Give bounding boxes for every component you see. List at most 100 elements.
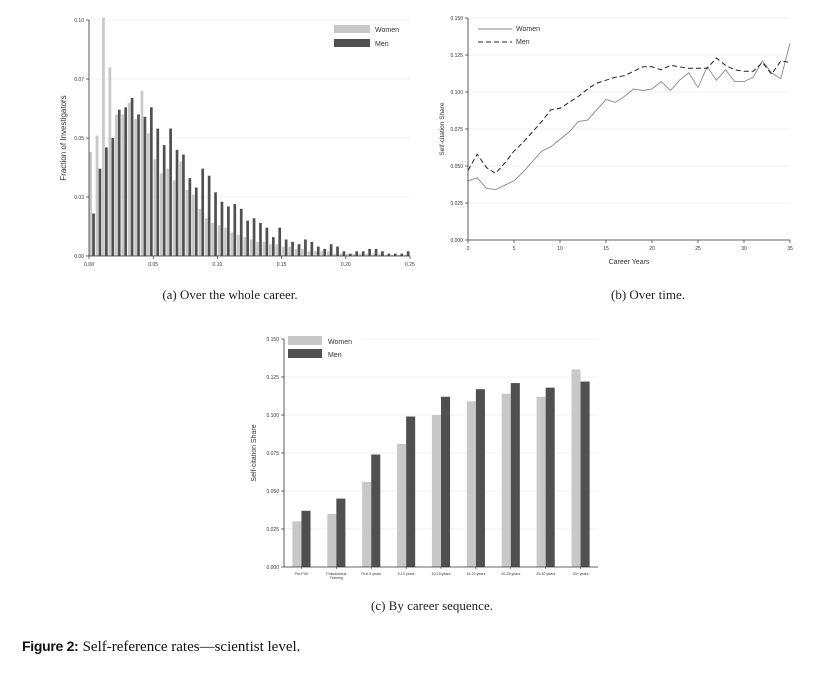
legend-label-men: Men: [375, 41, 389, 48]
y-tick-label: 0.125: [450, 53, 463, 59]
figure-caption: Figure 2: Self-reference rates—scientist…: [22, 638, 300, 656]
bar-men: [156, 128, 160, 256]
bar-men: [393, 253, 397, 256]
x-tick-label: 35: [787, 246, 793, 252]
bar-women: [256, 241, 259, 256]
bar-men: [214, 192, 217, 256]
bar-women: [204, 218, 208, 256]
bar-women: [431, 415, 441, 567]
bar-women: [294, 248, 298, 256]
bar-men: [316, 246, 320, 256]
bar-men: [265, 227, 269, 256]
chart-c-career-sequence: 0.000 0.025 0.050 0.075 0.100 0.125 0.150 Pre-P…: [251, 334, 598, 580]
bar-women: [108, 67, 112, 256]
bar-women: [333, 253, 336, 256]
bar-men: [188, 178, 192, 256]
bar-men: [246, 220, 249, 256]
bar-men: [284, 239, 288, 256]
bar-women: [211, 222, 214, 256]
bar-women: [301, 248, 304, 256]
bar-men: [329, 244, 333, 256]
legend-label-women: Women: [375, 27, 399, 34]
bar-men: [105, 147, 108, 256]
bar-men: [207, 175, 211, 256]
bar-women: [140, 90, 144, 256]
x-tick-label: 25: [695, 246, 701, 252]
bar-men: [304, 239, 307, 256]
bar-women: [262, 241, 266, 256]
x-tick-label: 5: [513, 246, 516, 252]
bar-men: [162, 145, 166, 256]
x-axis-label: Career Years: [609, 259, 650, 266]
bar-women: [185, 189, 189, 256]
y-tick-label: 0.150: [450, 16, 463, 22]
x-tick-label: 10: [557, 246, 563, 252]
caption-b: (b) Over time.: [610, 287, 685, 302]
bar-men: [475, 389, 485, 567]
bar-men: [441, 396, 451, 567]
caption-a: (a) Over the whole career.: [162, 287, 298, 302]
bar-men: [201, 168, 205, 256]
bar-men: [361, 251, 365, 256]
x-tick-label: 10-15 years: [432, 572, 451, 576]
bar-men: [220, 201, 224, 256]
y-tick-label: 0.150: [266, 337, 279, 343]
y-tick-label: 0.07: [74, 77, 84, 83]
bar-women: [95, 135, 99, 256]
legend-label-women: Women: [328, 339, 352, 346]
bar-women: [288, 246, 291, 256]
x-tick-label: 20: [649, 246, 655, 252]
legend-swatch-men: [334, 39, 370, 47]
line-men: [467, 57, 791, 175]
bar-women: [249, 239, 253, 256]
y-tick-label: 0.100: [450, 90, 463, 96]
bar-women: [536, 396, 546, 567]
bar-women: [147, 133, 150, 256]
bar-women: [121, 114, 125, 257]
bar-men: [374, 248, 378, 256]
bar-women: [307, 251, 311, 256]
y-tick-label: 0.025: [450, 201, 463, 207]
y-tick-label: 0.05: [74, 136, 84, 142]
bar-women: [224, 227, 227, 256]
bar-men: [98, 168, 102, 256]
bar-men: [233, 204, 237, 256]
bar-women: [358, 253, 362, 256]
bar-men: [271, 237, 275, 256]
y-tick-label: 0.03: [74, 195, 84, 201]
legend: [474, 21, 554, 51]
y-tick-label: 0.000: [450, 238, 463, 244]
y-axis-label: Self-citation Share: [251, 424, 258, 481]
caption-c: (c) By career sequence.: [371, 598, 493, 613]
bar-women: [365, 253, 369, 256]
bar-men: [310, 241, 314, 256]
y-tick-label: 0.10: [74, 18, 84, 24]
bar-women: [179, 161, 182, 256]
bar-women: [371, 253, 375, 256]
legend-swatch-men: [288, 349, 322, 358]
bar-women: [403, 254, 407, 256]
bar-women: [127, 102, 131, 256]
y-axis-label: Self-citation Share: [439, 102, 446, 155]
bar-men: [297, 244, 301, 256]
figure-label: Figure 2:: [22, 638, 79, 654]
bar-women: [275, 244, 279, 256]
x-tick-label: 0.05: [148, 262, 158, 268]
bar-men: [169, 128, 172, 256]
bar-women: [243, 237, 247, 256]
x-tick-label: 5-10 years: [398, 572, 415, 576]
bar-men: [291, 241, 294, 256]
bar-men: [342, 251, 346, 256]
bar-men: [355, 251, 359, 256]
y-tick-label: 0.125: [266, 375, 279, 381]
bar-men: [239, 208, 243, 256]
bar-women: [384, 254, 388, 256]
bar-women: [327, 513, 337, 567]
bar-women: [198, 208, 202, 256]
bar-men: [194, 187, 198, 256]
bar-women: [230, 232, 234, 256]
y-tick-label: 0.075: [450, 127, 463, 133]
bar-women: [378, 253, 381, 256]
y-tick-label: 0.050: [266, 489, 279, 495]
x-tick-label: 0.15: [277, 262, 287, 268]
